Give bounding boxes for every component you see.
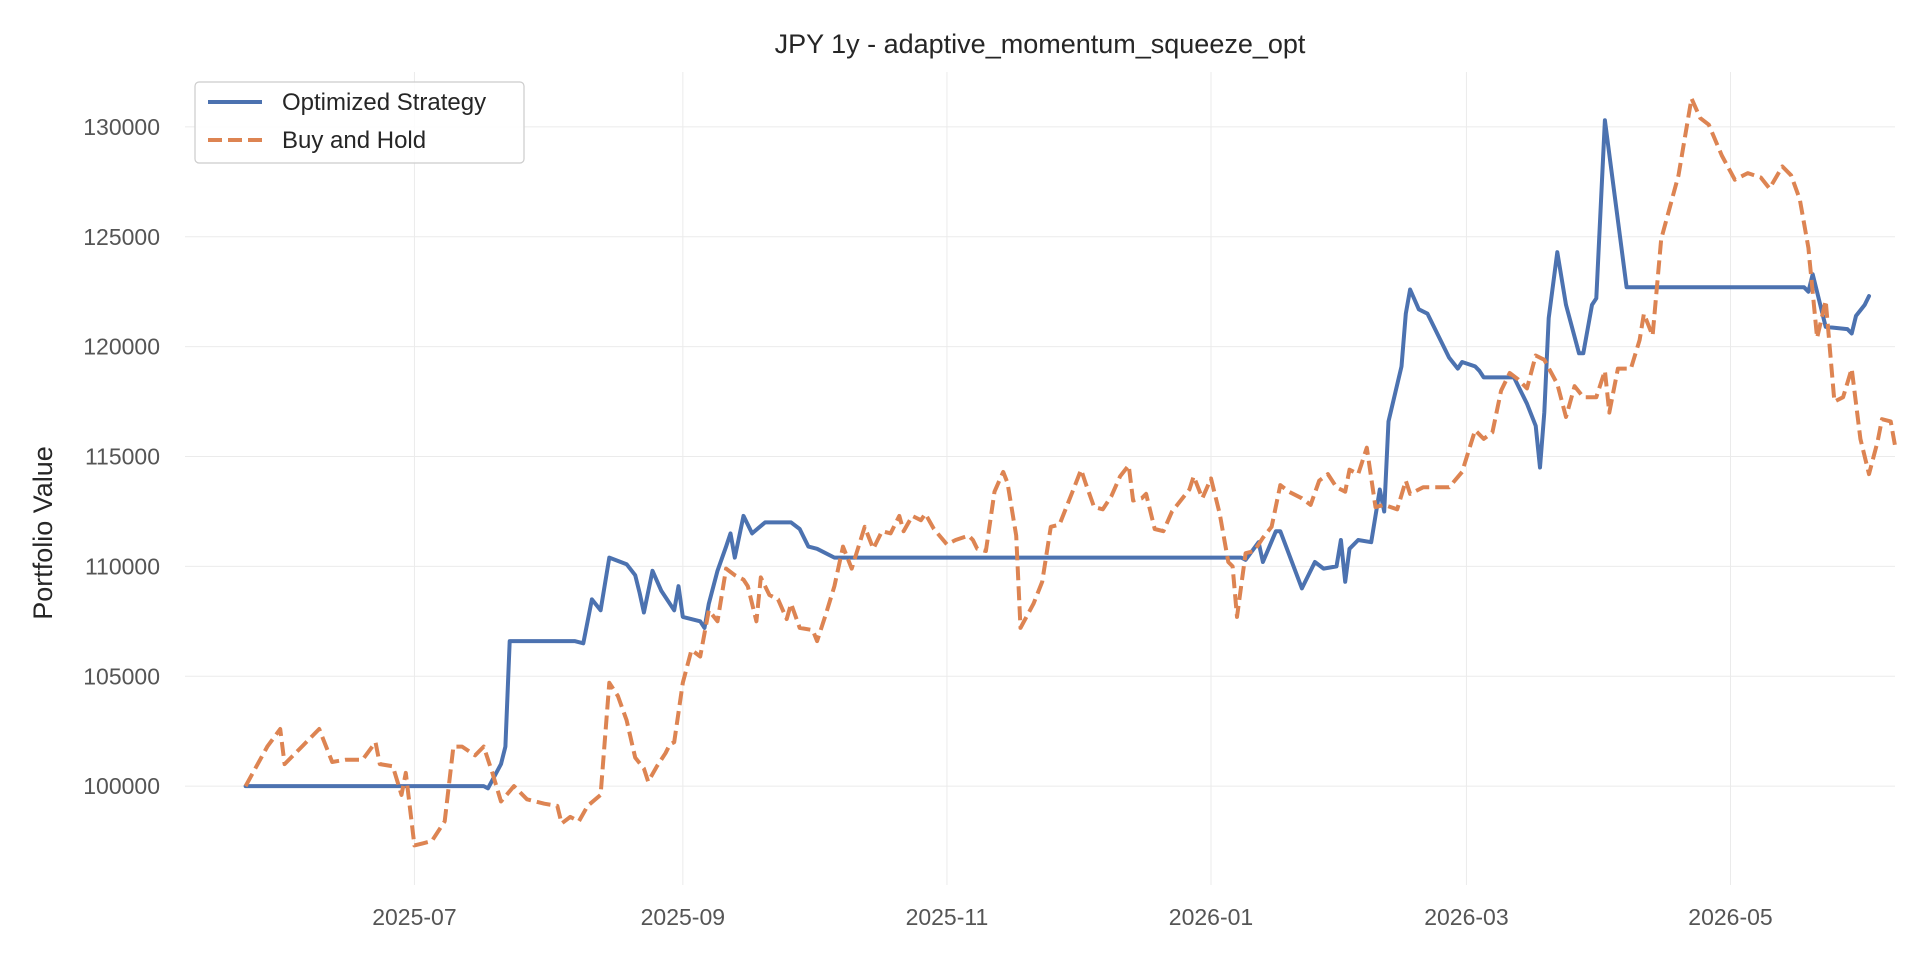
chart-title: JPY 1y - adaptive_momentum_squeeze_opt	[775, 29, 1306, 59]
x-tick-label: 2026-05	[1688, 904, 1772, 930]
y-tick-label: 125000	[83, 224, 160, 250]
x-tick-label: 2026-01	[1169, 904, 1253, 930]
legend: Optimized Strategy Buy and Hold	[194, 81, 525, 164]
grid	[185, 72, 1895, 885]
legend-label-buy-and-hold: Buy and Hold	[282, 127, 426, 154]
y-tick-label: 100000	[83, 773, 160, 799]
x-tick-label: 2025-07	[372, 904, 456, 930]
x-tick-label: 2025-11	[906, 904, 989, 930]
y-tick-label: 130000	[83, 114, 160, 140]
x-tick-label: 2026-03	[1424, 904, 1508, 930]
y-tick-labels: 100000 105000 110000 115000 120000 125000 1300…	[83, 114, 160, 799]
x-tick-label: 2025-09	[641, 904, 725, 930]
y-tick-label: 115000	[85, 444, 160, 470]
x-tick-labels: 2025-07 2025-09 2025-11 2026-01 2026-03 2026-…	[372, 904, 1772, 930]
series-line-buy-and-hold	[243, 96, 1897, 848]
y-axis-label: Portfolio Value	[28, 446, 58, 620]
series-layer	[243, 96, 1897, 848]
y-tick-label: 120000	[83, 334, 160, 360]
y-tick-label: 110000	[85, 553, 160, 579]
legend-label-optimized-strategy: Optimized Strategy	[282, 89, 486, 116]
series-line-optimized-strategy	[243, 118, 1871, 791]
y-tick-label: 105000	[83, 663, 160, 689]
legend-box	[194, 81, 525, 164]
